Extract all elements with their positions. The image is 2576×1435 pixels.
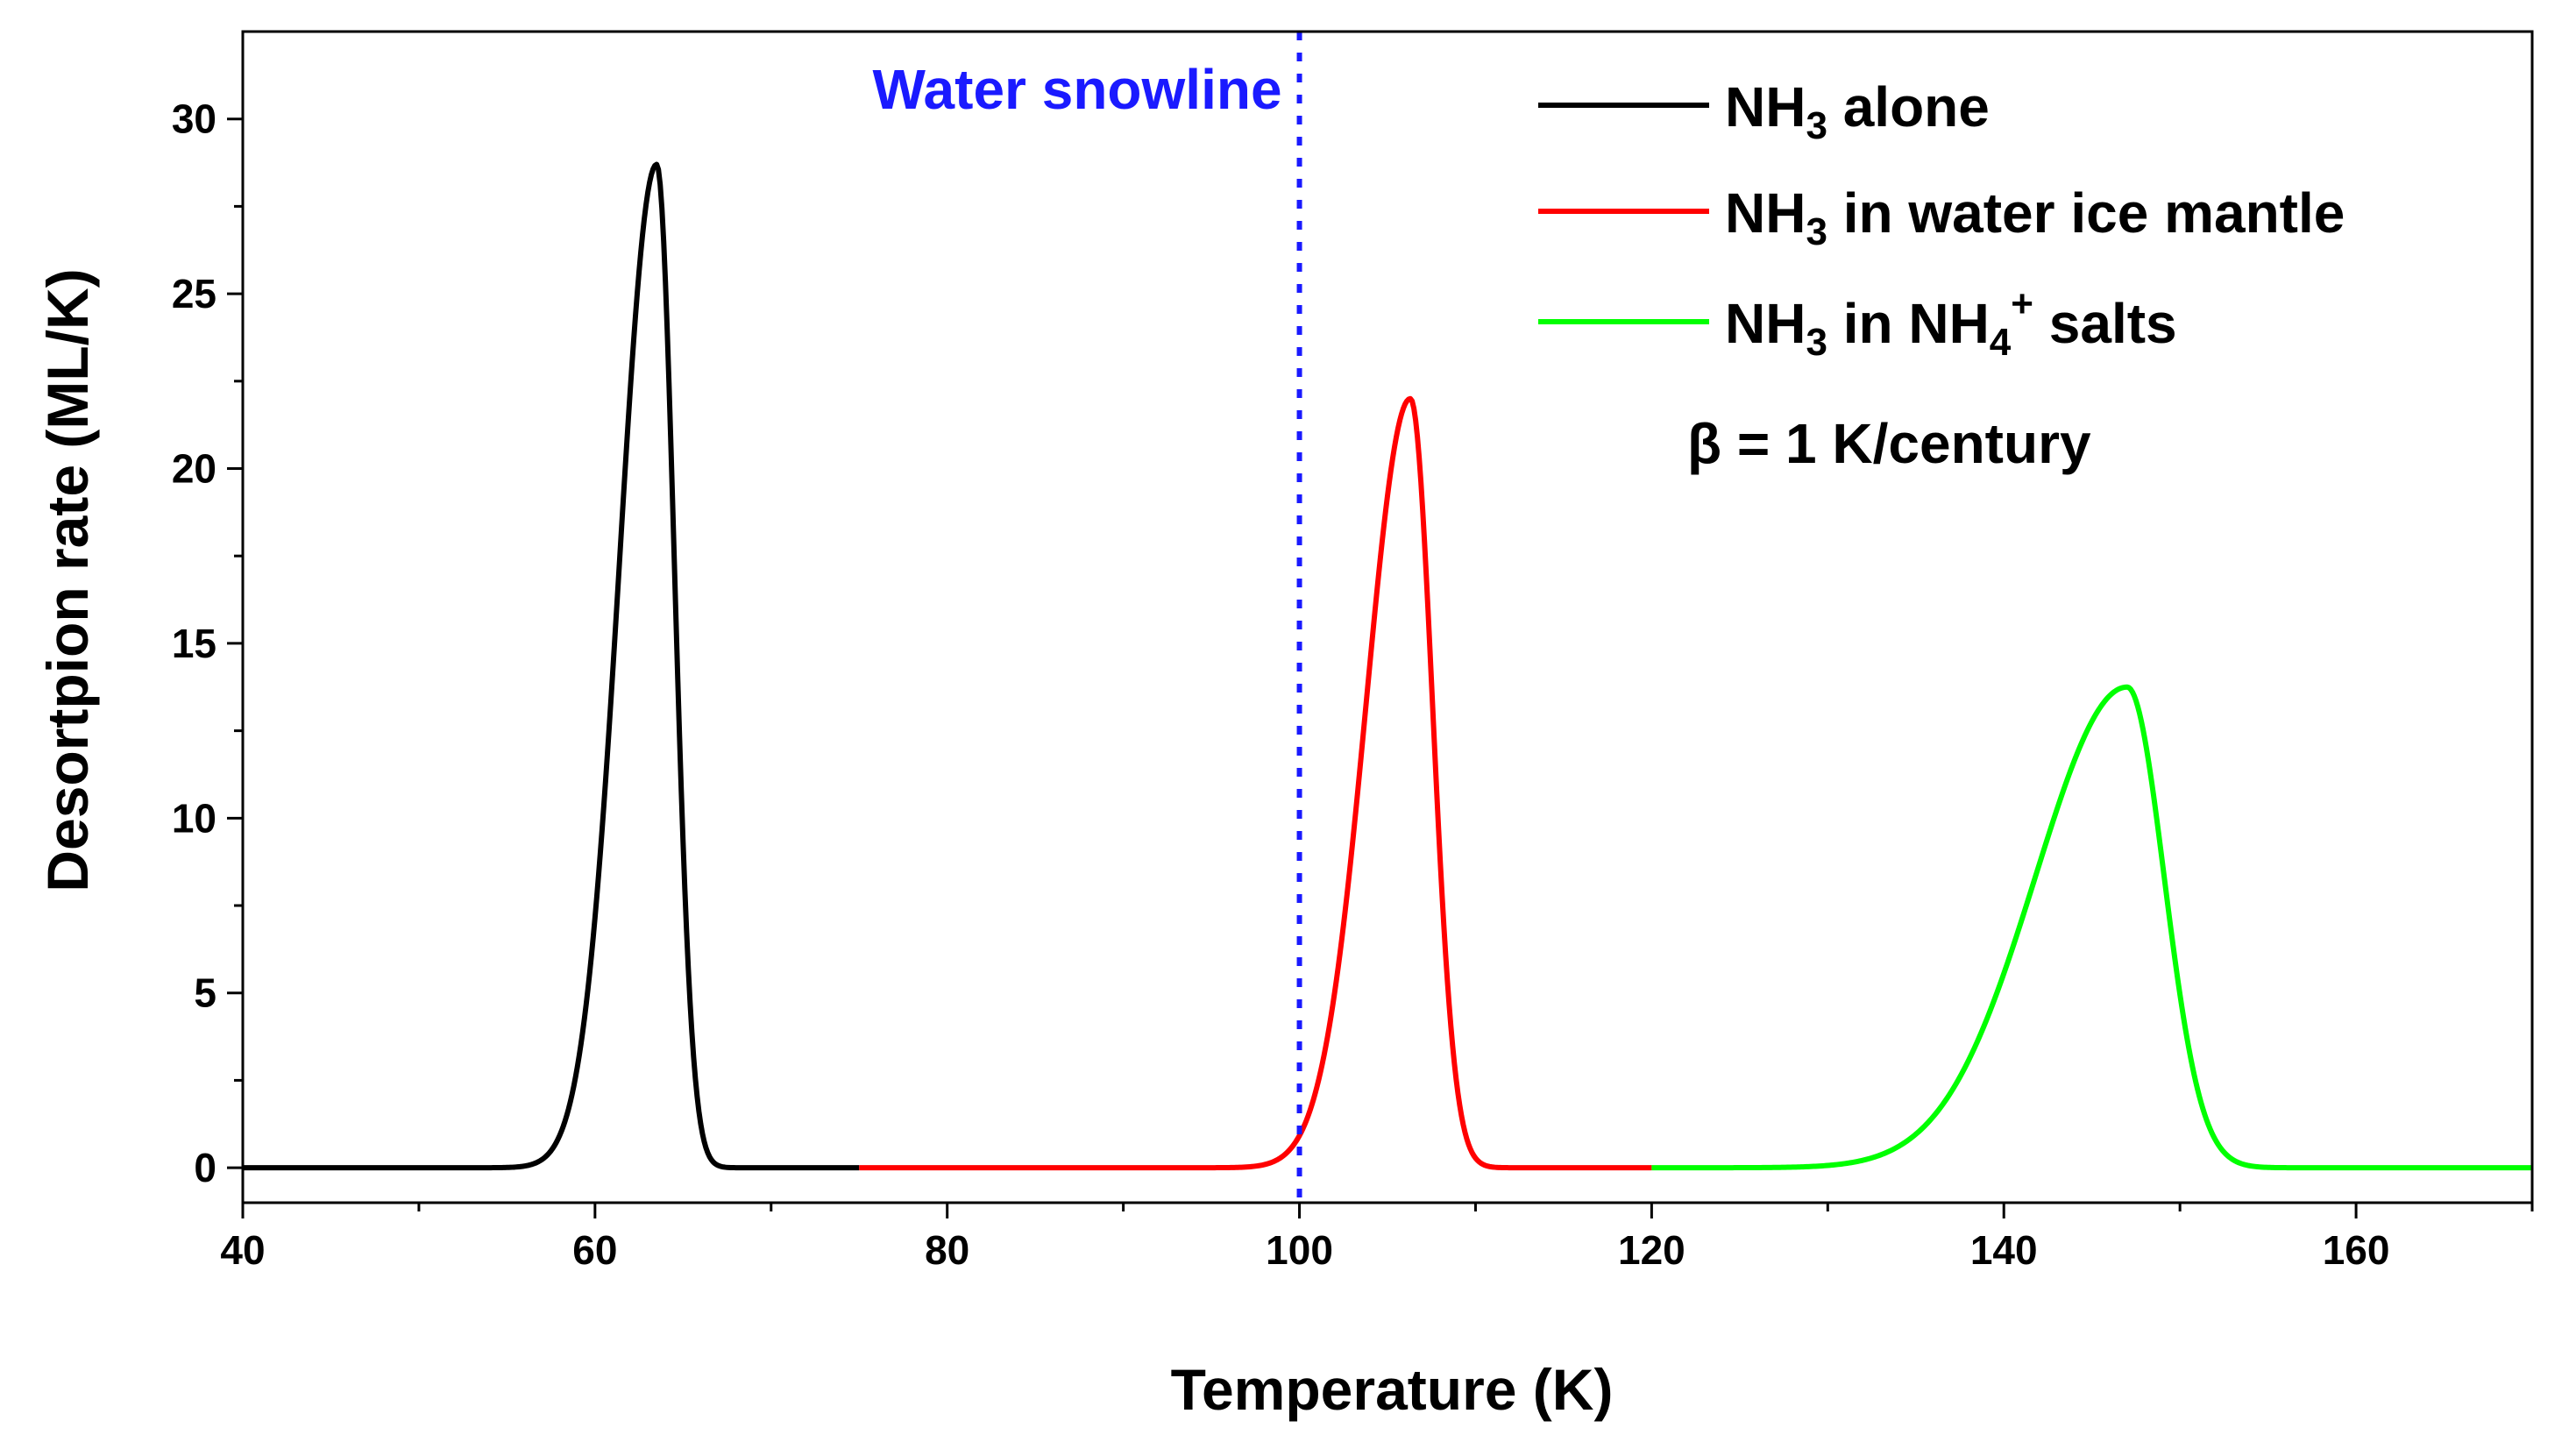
legend: NH3 alone NH3 in water ice mantle NH3 in… xyxy=(1538,75,2345,475)
y-tick-label: 5 xyxy=(194,970,216,1016)
x-tick-label: 100 xyxy=(1266,1227,1333,1273)
x-tick-label: 120 xyxy=(1618,1227,1685,1273)
x-tick-label: 80 xyxy=(925,1227,969,1273)
x-tick-label: 60 xyxy=(572,1227,617,1273)
legend-label-nh3-nh4-salts: NH3 in NH4+ salts xyxy=(1725,282,2177,364)
tick-labels: 40 60 80 100 120 140 160 0 5 10 15 20 25 30 xyxy=(172,96,2390,1273)
data-lines xyxy=(242,161,2533,1171)
y-tick-label: 0 xyxy=(194,1145,216,1190)
y-tick-label: 30 xyxy=(172,96,216,142)
y-tick-label: 25 xyxy=(172,271,216,316)
x-tick-label: 140 xyxy=(1970,1227,2038,1273)
x-tick-label: 160 xyxy=(2323,1227,2390,1273)
y-tick-label: 15 xyxy=(172,621,216,666)
snowline-label: Water snowline xyxy=(873,58,1282,121)
heating-rate-label: β = 1 K/century xyxy=(1687,412,2091,475)
axis-ticks xyxy=(227,117,2534,1218)
x-tick-label: 40 xyxy=(220,1227,265,1273)
legend-label-nh3-water-ice: NH3 in water ice mantle xyxy=(1725,181,2345,253)
legend-label-nh3-alone: NH3 alone xyxy=(1725,75,1990,147)
y-tick-label: 20 xyxy=(172,446,216,492)
y-axis-title: Desortpion rate (ML/K) xyxy=(35,268,100,892)
plot-frame xyxy=(241,30,2534,1204)
series-nh3-alone xyxy=(242,161,861,1171)
x-axis-title: Temperature (K) xyxy=(1171,1357,1614,1422)
series-nh3-nh4-salts xyxy=(1650,684,2533,1171)
series-nh3-water-ice xyxy=(858,395,1653,1171)
y-tick-label: 10 xyxy=(172,795,216,841)
